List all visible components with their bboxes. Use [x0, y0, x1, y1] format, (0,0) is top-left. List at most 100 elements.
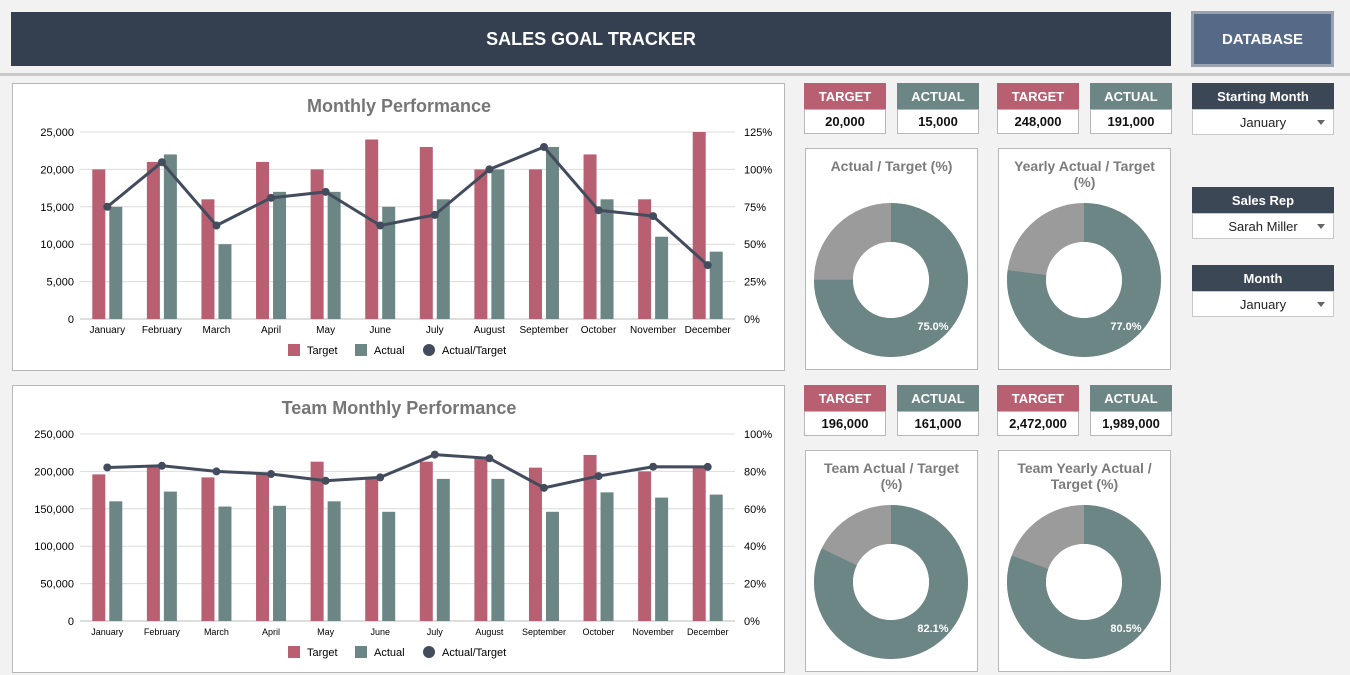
donut-hole: [853, 242, 929, 318]
yearly-target-value: 248,000: [997, 109, 1079, 134]
ratio-point: [649, 462, 658, 471]
x-tick-label: January: [91, 627, 124, 637]
donut-percent-label: 80.5%: [1110, 623, 1141, 635]
team-monthly-actual-value: 161,000: [897, 411, 979, 436]
bar-target: [92, 169, 106, 319]
bar-actual: [109, 206, 123, 319]
donut-actual-arc: [814, 203, 968, 357]
ratio-point: [376, 473, 385, 482]
bar-actual: [273, 505, 287, 621]
ratio-point: [485, 165, 494, 174]
donut-title-actual-target: Actual / Target (%): [830, 158, 953, 174]
bar-actual: [327, 191, 341, 319]
team-yearly-actual-value: 1,989,000: [1090, 411, 1172, 436]
y-tick-label: 50,000: [40, 579, 74, 591]
bar-actual: [545, 511, 559, 621]
x-tick-label: October: [583, 627, 615, 637]
bar-target: [310, 461, 324, 621]
sales-rep-value: Sarah Miller: [1228, 218, 1298, 234]
legend-label-actual: Actual: [374, 345, 405, 357]
team-monthly-actual-label: ACTUAL: [897, 385, 979, 411]
monthly-target-label: TARGET: [804, 83, 886, 109]
bar-target: [638, 199, 652, 319]
bar-actual: [218, 506, 232, 621]
bar-target: [256, 161, 270, 319]
donut-ring: [814, 505, 968, 659]
bar-target: [528, 467, 542, 621]
bar-actual: [545, 146, 559, 319]
monthly-performance-panel: Monthly Performance 0 0% 5,000 25% 10,000 50% 1…: [12, 83, 785, 371]
x-tick-label: July: [427, 627, 444, 637]
team-monthly-target-value: 196,000: [804, 411, 886, 436]
ratio-point: [594, 472, 603, 481]
monthly-performance-chart: Monthly Performance 0 0% 5,000 25% 10,000 50% 1…: [40, 96, 772, 357]
team-yearly-target-label: TARGET: [997, 385, 1079, 411]
bar-target: [692, 467, 706, 621]
monthly-actual-label: ACTUAL: [897, 83, 979, 109]
bar-actual: [655, 236, 669, 319]
donut-title-yearly: Yearly Actual / Target (%): [1014, 158, 1155, 190]
ratio-point: [157, 158, 166, 167]
ratio-line: [106, 145, 709, 267]
ratio-point: [539, 483, 548, 492]
y2-tick-label: 125%: [744, 127, 772, 139]
x-tick-label: February: [142, 325, 182, 336]
bar-target: [528, 169, 542, 319]
y-tick-label: 25,000: [40, 127, 74, 139]
x-tick-label: November: [632, 627, 674, 637]
monthly-actual-value: 15,000: [897, 109, 979, 134]
database-button[interactable]: DATABASE: [1191, 11, 1334, 67]
yearly-actual-label: ACTUAL: [1090, 83, 1172, 109]
y2-tick-label: 100%: [744, 429, 772, 441]
bar-actual: [436, 199, 450, 319]
ratio-point: [267, 470, 276, 479]
legend-marker-ratio: [423, 344, 435, 356]
ratio-point: [539, 142, 548, 151]
chart-title: Team Monthly Performance: [282, 398, 517, 418]
bar-actual: [163, 154, 177, 319]
bar-target: [256, 474, 270, 621]
ratio-point: [103, 202, 112, 211]
ratio-point: [321, 476, 330, 485]
ratio-point: [157, 461, 166, 470]
ratio-point: [430, 450, 439, 459]
bar-target: [474, 457, 488, 621]
sales-rep-dropdown[interactable]: Sarah Miller: [1192, 213, 1334, 239]
team-monthly-performance-chart: Team Monthly Performance 0 0% 50,000 20% 100,…: [34, 398, 772, 659]
donut-chart-team: 82.1%: [814, 505, 968, 659]
chevron-down-icon: [1317, 120, 1325, 125]
y-tick-label: 200,000: [34, 466, 74, 478]
bar-target: [419, 461, 433, 621]
donut-chart-yearly: 77.0%: [1007, 203, 1161, 357]
bar-actual: [327, 501, 341, 621]
starting-month-dropdown[interactable]: January: [1192, 109, 1334, 135]
x-tick-label: February: [144, 627, 181, 637]
bar-target: [583, 454, 597, 621]
ratio-point: [594, 206, 603, 215]
x-tick-label: November: [630, 325, 677, 336]
bar-actual: [382, 511, 396, 621]
y-tick-label: 15,000: [40, 202, 74, 214]
bar-target: [201, 477, 215, 621]
y2-tick-label: 50%: [744, 239, 766, 251]
bar-target: [146, 465, 160, 621]
month-dropdown[interactable]: January: [1192, 291, 1334, 317]
bar-target: [365, 478, 379, 621]
month-label: Month: [1192, 265, 1334, 291]
y2-tick-label: 60%: [744, 504, 766, 516]
legend-marker-ratio: [423, 646, 435, 658]
bar-actual: [709, 494, 723, 621]
y-tick-label: 20,000: [40, 164, 74, 176]
donut-percent-label: 82.1%: [917, 623, 948, 635]
x-tick-label: January: [90, 325, 126, 336]
donut-panel-yearly: Yearly Actual / Target (%) 77.0%: [998, 148, 1171, 370]
bar-actual: [600, 199, 614, 319]
x-tick-label: December: [685, 325, 732, 336]
x-tick-label: September: [519, 325, 569, 336]
x-tick-label: April: [261, 325, 281, 336]
team-monthly-performance-panel: Team Monthly Performance 0 0% 50,000 20% 100,…: [12, 385, 785, 673]
bar-actual: [491, 478, 505, 621]
x-tick-label: September: [522, 627, 566, 637]
starting-month-label: Starting Month: [1192, 83, 1334, 109]
ratio-point: [321, 187, 330, 196]
